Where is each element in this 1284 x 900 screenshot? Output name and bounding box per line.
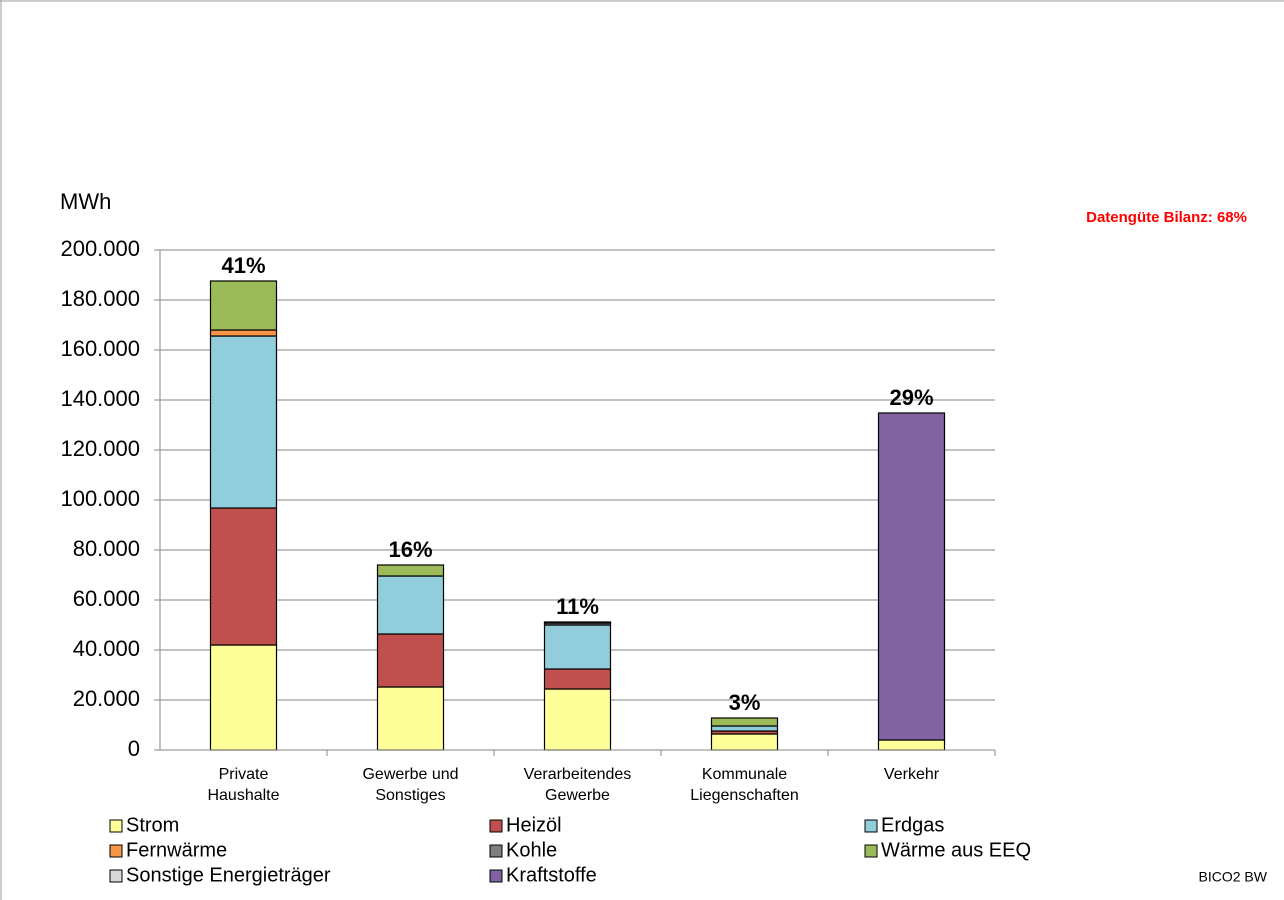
y-tick-label: 140.000 — [60, 386, 140, 411]
y-tick-label: 160.000 — [60, 336, 140, 361]
legend-swatch — [864, 819, 878, 833]
bar-segment — [710, 717, 779, 727]
y-tick-label: 0 — [128, 736, 140, 761]
total-label: 11% — [556, 594, 599, 619]
bar-segment — [543, 668, 612, 690]
y-tick-label: 60.000 — [73, 586, 140, 611]
bar-segment — [543, 624, 612, 670]
legend-label: Sonstige Energieträger — [126, 864, 331, 886]
y-tick-label: 120.000 — [60, 436, 140, 461]
bar-segment — [209, 329, 278, 337]
legend-label: Heizöl — [506, 814, 562, 836]
bar-segment — [376, 575, 445, 635]
bar-segment — [376, 686, 445, 751]
bar-segment — [209, 507, 278, 646]
legend-label: Strom — [126, 814, 179, 836]
legend-label: Wärme aus EEQ — [881, 839, 1031, 861]
legend-label: Kraftstoffe — [506, 864, 597, 886]
y-tick-label: 20.000 — [73, 686, 140, 711]
legend-swatch — [109, 819, 123, 833]
legend-swatch — [864, 844, 878, 858]
legend-label: Kohle — [506, 839, 557, 861]
annotation: Datengüte Bilanz: 68% — [1086, 209, 1247, 226]
bar-segment — [376, 564, 445, 577]
bar-segment — [543, 621, 612, 624]
legend-swatch — [109, 869, 123, 883]
y-tick-label: 200.000 — [60, 236, 140, 261]
y-tick-label: 180.000 — [60, 286, 140, 311]
x-tick-label: Gewerbe und Sonstiges — [362, 766, 458, 804]
source: BICO2 BW — [1199, 869, 1268, 885]
total-label: 29% — [889, 385, 933, 410]
y-tick-label: 40.000 — [73, 636, 140, 661]
y-axis-label: MWh — [60, 189, 111, 214]
total-label: 41% — [221, 253, 265, 278]
legend-label: Erdgas — [881, 814, 944, 836]
bar-segment — [209, 335, 278, 509]
bar-segment — [376, 633, 445, 688]
bar-segment — [877, 739, 946, 751]
bar-segment — [710, 725, 779, 732]
legend-swatch — [489, 869, 503, 883]
bar-segment — [209, 280, 278, 331]
bar-segment — [877, 412, 946, 741]
total-label: 16% — [388, 537, 432, 562]
x-tick-label: Verarbeitendes Gewerbe — [524, 766, 632, 804]
legend-swatch — [489, 819, 503, 833]
bar-segment — [543, 688, 612, 751]
total-label: 3% — [729, 690, 761, 715]
x-tick-label: Verkehr — [884, 766, 940, 783]
x-tick-label: Private Haushalte — [207, 766, 279, 804]
y-tick-label: 100.000 — [60, 486, 140, 511]
legend-swatch — [109, 844, 123, 858]
bar-segment — [209, 644, 278, 751]
legend-swatch — [489, 844, 503, 858]
x-tick-label: Kommunale Liegenschaften — [690, 766, 799, 804]
bar-segment — [710, 733, 779, 751]
legend-label: Fernwärme — [126, 839, 227, 861]
y-tick-label: 80.000 — [73, 536, 140, 561]
